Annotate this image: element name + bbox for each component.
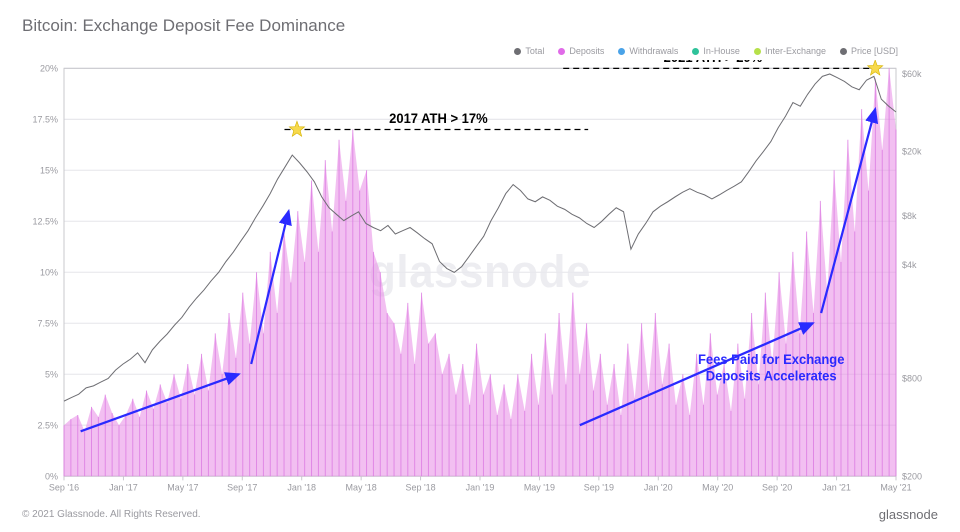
y-left-tick: 12.5% — [33, 216, 58, 226]
x-tick: Jan '21 — [822, 483, 851, 493]
page-title: Bitcoin: Exchange Deposit Fee Dominance — [22, 16, 938, 36]
y-right-tick: $800 — [902, 373, 922, 383]
x-tick: May '21 — [880, 483, 911, 493]
x-tick: May '17 — [167, 483, 198, 493]
y-left-tick: 15% — [40, 165, 58, 175]
x-tick: May '19 — [524, 483, 555, 493]
legend-item: In-House — [692, 46, 740, 56]
y-right-tick: $60k — [902, 69, 922, 79]
legend-dot-icon — [558, 48, 565, 55]
legend-item: Withdrawals — [618, 46, 678, 56]
watermark: glassnode — [369, 245, 591, 297]
legend-item: Deposits — [558, 46, 604, 56]
fees-label: Deposits Accelerates — [706, 368, 837, 383]
footer: © 2021 Glassnode. All Rights Reserved. g… — [22, 507, 938, 522]
legend-item: Price [USD] — [840, 46, 898, 56]
annotation-2017: 2017 ATH > 17% — [389, 111, 488, 126]
legend-label: Deposits — [569, 46, 604, 56]
legend-label: In-House — [703, 46, 740, 56]
legend-label: Inter-Exchange — [765, 46, 826, 56]
legend-dot-icon — [840, 48, 847, 55]
x-tick: Jan '18 — [287, 483, 316, 493]
legend-dot-icon — [692, 48, 699, 55]
y-right-tick: $20k — [902, 146, 922, 156]
y-left-tick: 5% — [45, 369, 58, 379]
chart-area: 0% 2.5% 5% 7.5% 10% 12.5% 15% 17.5% 20% $200 $800 $… — [22, 60, 938, 497]
y-left-tick: 20% — [40, 63, 58, 73]
legend-label: Total — [525, 46, 544, 56]
legend: Total Deposits Withdrawals In-House Inter-Ex… — [22, 46, 898, 56]
y-right-tick: $8k — [902, 211, 917, 221]
y-right-tick: $4k — [902, 260, 917, 270]
x-tick: Sep '18 — [405, 483, 435, 493]
x-tick: Sep '19 — [584, 483, 614, 493]
x-tick: May '20 — [702, 483, 733, 493]
x-tick: May '18 — [346, 483, 377, 493]
legend-item: Total — [514, 46, 544, 56]
y-left-tick: 10% — [40, 267, 58, 277]
x-tick: Sep '17 — [227, 483, 257, 493]
y-left-tick: 17.5% — [33, 114, 58, 124]
star-icon — [289, 121, 304, 136]
legend-label: Price [USD] — [851, 46, 898, 56]
x-tick: Jan '20 — [644, 483, 673, 493]
legend-dot-icon — [754, 48, 761, 55]
y-left-tick: 7.5% — [38, 318, 58, 328]
x-tick: Sep '20 — [762, 483, 792, 493]
annotation-2021: 2021 ATH > 20% — [664, 60, 763, 65]
footer-copyright: © 2021 Glassnode. All Rights Reserved. — [22, 509, 201, 520]
y-right-tick: $200 — [902, 471, 922, 481]
star-icon — [868, 60, 883, 75]
fees-label: Fees Paid for Exchange — [698, 352, 844, 367]
legend-dot-icon — [618, 48, 625, 55]
legend-dot-icon — [514, 48, 521, 55]
legend-label: Withdrawals — [629, 46, 678, 56]
x-tick: Jan '17 — [109, 483, 138, 493]
x-tick: Sep '16 — [49, 483, 79, 493]
y-left-tick: 0% — [45, 471, 58, 481]
x-tick: Jan '19 — [466, 483, 495, 493]
legend-item: Inter-Exchange — [754, 46, 826, 56]
y-left-tick: 2.5% — [38, 420, 58, 430]
footer-brand: glassnode — [879, 507, 938, 522]
